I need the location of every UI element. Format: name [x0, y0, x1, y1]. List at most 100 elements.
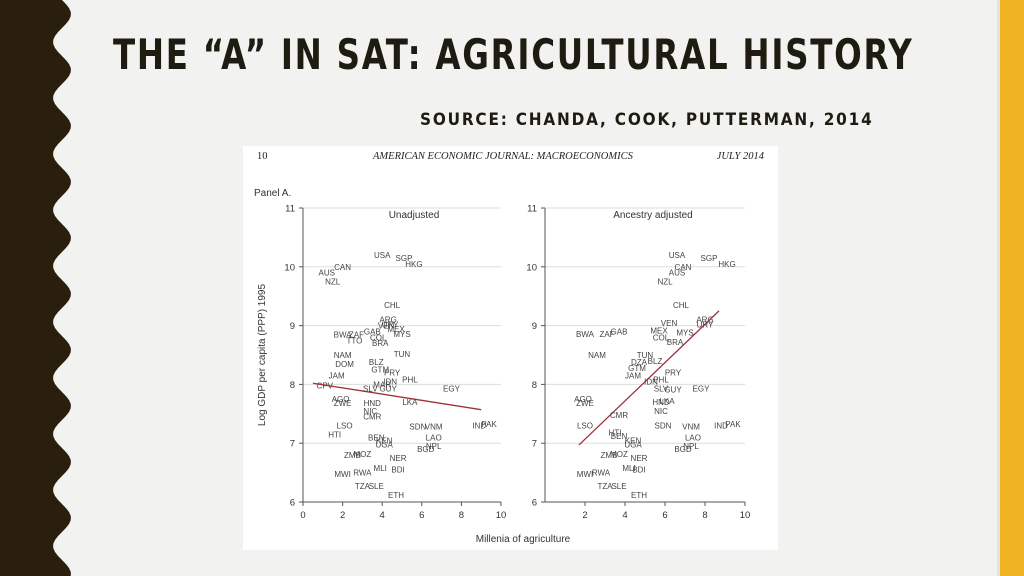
- data-point-label: SDN: [409, 423, 426, 432]
- page-number: 10: [257, 151, 268, 162]
- data-point-label: EGY: [443, 385, 461, 394]
- data-point-label: BRA: [667, 338, 684, 347]
- data-point-label: MOZ: [610, 450, 628, 459]
- fit-line: [312, 382, 482, 411]
- data-point-label: TUN: [394, 350, 411, 359]
- data-point-label: ZWE: [576, 399, 594, 408]
- data-point-label: HTI: [328, 430, 341, 439]
- scatter-panel-2: 6 7 8 9 10 11 2 4 6 8 10 Ancestry adjusted USA SGPHKG…: [526, 204, 750, 522]
- y-tick-label: 7: [290, 439, 295, 450]
- data-point-label: TUN: [637, 351, 654, 360]
- data-point-label: NAM: [334, 351, 352, 360]
- data-point-label: NZL: [325, 278, 341, 287]
- right-stripe-inner: [997, 0, 1000, 576]
- data-point-label: AGO: [332, 395, 350, 404]
- data-point-label: KEN: [376, 436, 393, 445]
- y-tick-label: 10: [284, 262, 295, 273]
- data-point-label: PAK: [481, 420, 497, 429]
- data-point-label: LKA: [402, 398, 418, 407]
- data-point-label: TZA: [355, 482, 371, 491]
- data-point-label: LSO: [337, 422, 353, 431]
- data-point-label: NER: [390, 454, 407, 463]
- x-tick-label: 2: [582, 510, 587, 521]
- data-point-label: IDN: [644, 377, 658, 386]
- data-point-label: MLI: [622, 464, 635, 473]
- data-point-label: CMR: [610, 411, 628, 420]
- data-point-label: BLZ: [648, 357, 663, 366]
- data-point-label: LAO: [685, 433, 701, 442]
- data-point-label: NPL: [426, 442, 442, 451]
- data-point-label: NIC: [363, 407, 377, 416]
- x-tick-label: 8: [702, 510, 707, 521]
- data-point-label: IND: [714, 422, 728, 431]
- data-point-label: BGD: [674, 445, 692, 454]
- data-point-label: SLE: [369, 482, 384, 491]
- x-tick-label: 6: [419, 510, 424, 521]
- data-point-label: USA: [669, 251, 686, 260]
- data-point-label: ZAF: [599, 330, 614, 339]
- x-tick-label: 10: [740, 510, 751, 521]
- slide-subtitle: SOURCE: CHANDA, COOK, PUTTERMAN, 2014: [420, 110, 874, 130]
- data-point-label: AUS: [319, 269, 335, 278]
- journal-name: AMERICAN ECONOMIC JOURNAL: MACROECONOMIC…: [373, 151, 633, 162]
- left-wavy-border: [0, 0, 71, 576]
- data-point-label: URY: [697, 320, 714, 329]
- y-tick-label: 9: [290, 321, 295, 332]
- data-point-label: AGO: [574, 395, 592, 404]
- data-point-label: MYS: [393, 330, 410, 339]
- data-point-label: VEN: [378, 322, 395, 331]
- data-point-label: LKA: [659, 397, 675, 406]
- data-point-label: MLI: [374, 464, 387, 473]
- y-tick-label: 8: [532, 380, 537, 391]
- y-tick-label: 6: [532, 498, 537, 509]
- data-point-label: ETH: [631, 491, 647, 500]
- data-point-label: CHL: [384, 301, 401, 310]
- data-point-label: CPV: [317, 382, 334, 391]
- data-point-label: MYS: [676, 329, 693, 338]
- x-tick-label: 4: [380, 510, 385, 521]
- data-point-label: HND: [652, 398, 670, 407]
- x-tick-label: 8: [459, 510, 464, 521]
- panel-title: Unadjusted: [389, 210, 440, 221]
- data-point-label: IDN: [383, 377, 397, 386]
- data-point-label: SLV: [363, 385, 378, 394]
- data-point-label: PRY: [665, 369, 682, 378]
- data-point-label: RWA: [592, 469, 611, 478]
- data-point-label: ARG: [696, 316, 713, 325]
- data-point-label: NZL: [657, 278, 673, 287]
- data-point-label: BGD: [417, 445, 435, 454]
- data-point-label: HKG: [405, 260, 422, 269]
- data-point-label: MWI: [334, 470, 350, 479]
- y-axis-title: Log GDP per capita (PPP) 1995: [257, 284, 268, 427]
- journal-date: JULY 2014: [716, 151, 764, 162]
- data-point-label: BDI: [391, 466, 404, 475]
- data-point-label: PAK: [725, 420, 741, 429]
- data-point-label: LSO: [577, 422, 593, 431]
- data-point-label: UGA: [376, 440, 394, 449]
- data-point-label: BRA: [372, 339, 389, 348]
- data-point-label: HTI: [609, 429, 622, 438]
- data-point-label: COL: [370, 333, 387, 342]
- x-tick-label: 10: [496, 510, 507, 521]
- data-point-label: DOM: [335, 360, 354, 369]
- data-point-label: UGA: [624, 440, 642, 449]
- data-point-label: USA: [374, 251, 391, 260]
- y-tick-label: 7: [532, 439, 537, 450]
- panel-label: Panel A.: [254, 188, 291, 199]
- data-point-label: GTM: [371, 366, 389, 375]
- x-tick-label: 6: [662, 510, 667, 521]
- right-accent-stripe: [1000, 0, 1024, 576]
- data-point-label: MEX: [650, 326, 668, 335]
- data-point-label: NPL: [683, 442, 699, 451]
- data-point-label: BEN: [368, 433, 385, 442]
- data-point-label: EGY: [693, 385, 711, 394]
- panel-title: Ancestry adjusted: [613, 210, 693, 221]
- y-tick-label: 9: [532, 321, 537, 332]
- data-point-label: URY: [382, 320, 399, 329]
- data-point-label: BEN: [611, 432, 628, 441]
- data-point-label: JAM: [329, 372, 345, 381]
- data-point-label: TTO: [347, 336, 363, 345]
- data-point-label: MWI: [577, 470, 593, 479]
- data-point-label: PHL: [402, 376, 418, 385]
- data-point-label: GUY: [664, 386, 682, 395]
